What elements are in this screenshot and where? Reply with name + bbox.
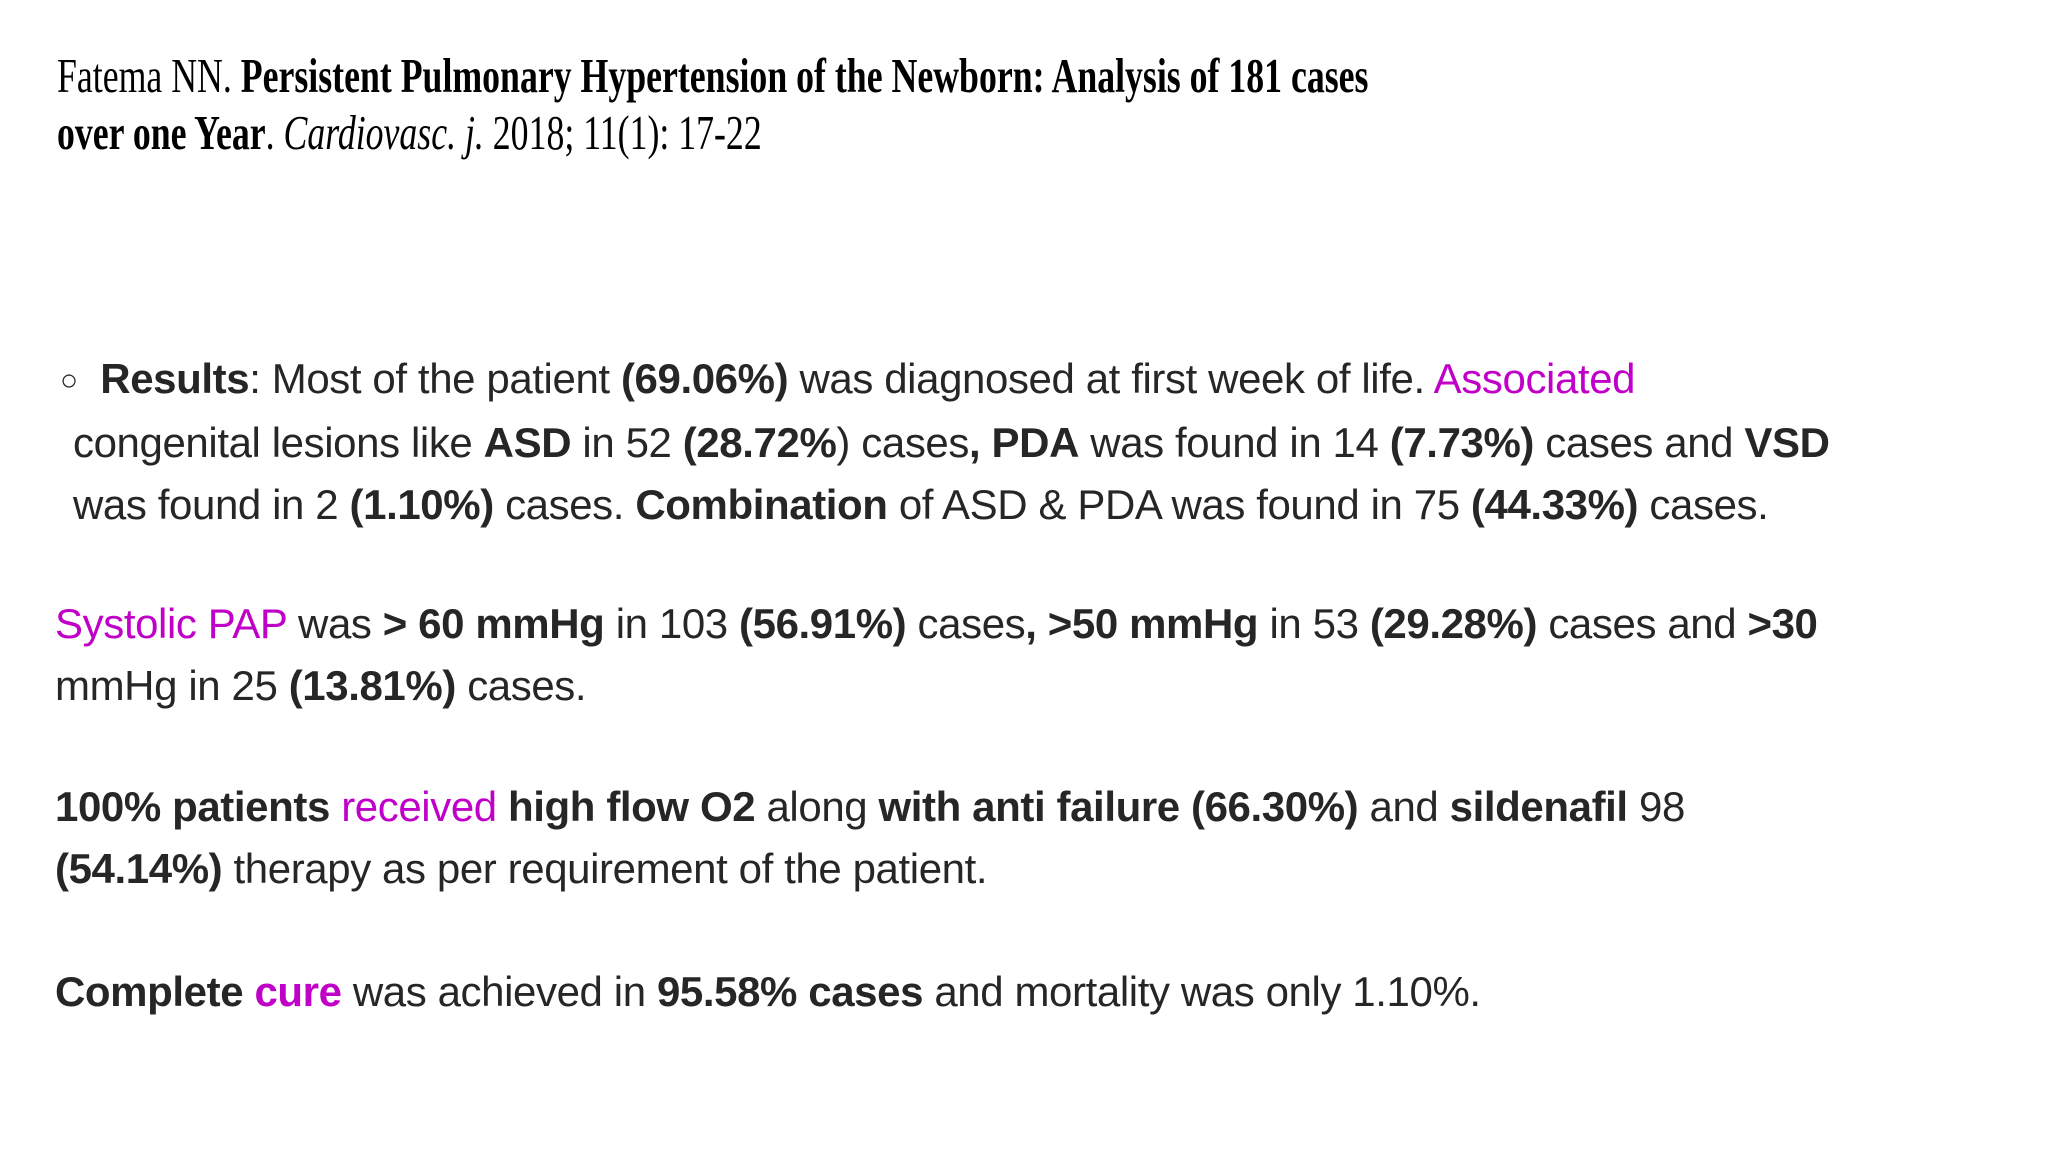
outcome-paragraph: Complete cure was achieved in 95.58% cas… <box>55 961 2045 1023</box>
text-segment: >30 <box>1747 600 1818 647</box>
text-segment: Combination <box>635 481 888 528</box>
text-segment: of ASD & PDA was found in 75 <box>887 481 1471 528</box>
text-segment: ) cases <box>836 419 969 466</box>
text-segment: , >50 mmHg <box>1025 600 1259 647</box>
text-segment: (1.10%) <box>349 481 495 528</box>
text-segment: received <box>341 783 497 830</box>
text-segment: cases and <box>1537 600 1748 647</box>
text-segment: was <box>286 600 383 647</box>
text-segment: (56.91%) <box>739 600 907 647</box>
text-segment: (54.14%) <box>55 845 223 892</box>
text-segment: with anti failure (66.30%) <box>878 783 1359 830</box>
text-segment: (13.81%) <box>288 662 457 709</box>
text-segment: sildenafil <box>1449 783 1628 830</box>
text-segment: Cardiovasc. j. <box>283 105 484 160</box>
text-segment: ASD <box>483 419 572 466</box>
text-segment: was found in 14 <box>1079 419 1390 466</box>
treatment-paragraph: 100% patients received high flow O2 alon… <box>55 776 2045 900</box>
text-segment: Fatema NN. <box>57 48 241 103</box>
citation-title: Fatema NN. Persistent Pulmonary Hyperten… <box>57 47 1955 161</box>
text-segment: and <box>1358 783 1450 830</box>
text-segment: (29.28%) <box>1369 600 1538 647</box>
text-segment: was achieved in <box>341 968 657 1015</box>
text-segment: cure <box>254 968 342 1015</box>
text-segment: (7.73%) <box>1389 419 1535 466</box>
text-segment: cases. <box>493 481 636 528</box>
systolic-pap-paragraph: Systolic PAP was > 60 mmHg in 103 (56.91… <box>55 593 2045 717</box>
text-segment: Persistent Pulmonary Hypertension of the… <box>57 48 1369 160</box>
text-segment: and mortality was only 1.10%. <box>923 968 1481 1015</box>
text-segment: Results <box>77 355 250 402</box>
text-segment: . <box>265 105 284 160</box>
text-segment: 2018; 11(1): 17-22 <box>483 105 762 160</box>
text-segment: high flow O2 <box>496 783 767 830</box>
text-segment: , PDA <box>968 419 1079 466</box>
results-paragraph: ○ Results: Most of the patient (69.06%) … <box>60 348 2048 536</box>
text-segment: Associated <box>1433 355 1636 402</box>
text-segment: (44.33%) <box>1470 481 1639 528</box>
text-segment: : Most of the patient <box>249 355 621 402</box>
text-segment: cases and <box>1534 419 1745 466</box>
text-segment: in 53 <box>1258 600 1370 647</box>
text-segment: (69.06%) <box>620 355 789 402</box>
text-segment: cases. <box>1638 481 1769 528</box>
text-segment: > 60 mmHg <box>382 600 605 647</box>
text-segment: Systolic PAP <box>55 600 287 647</box>
circle-bullet: ○ <box>60 364 78 397</box>
text-segment: along <box>766 783 879 830</box>
text-segment: 95.58% cases <box>656 968 924 1015</box>
text-segment: Complete <box>55 968 255 1015</box>
text-segment: was diagnosed at first week of life. <box>788 355 1434 402</box>
text-segment: congenital lesions like <box>73 419 473 466</box>
text-segment: 100% patients <box>55 783 342 830</box>
text-segment: was found in 2 <box>73 481 339 528</box>
text-segment: in 52 <box>571 419 683 466</box>
text-segment: therapy as per requirement of the patien… <box>222 845 988 892</box>
text-segment: (28.72% <box>682 419 837 466</box>
text-segment: VSD <box>1744 419 1830 466</box>
text-segment: in 103 <box>604 600 740 647</box>
text-segment: 98 <box>1638 783 1685 830</box>
text-segment: mmHg in 25 <box>55 662 278 709</box>
text-segment: cases <box>906 600 1026 647</box>
text-segment: cases. <box>455 662 587 709</box>
